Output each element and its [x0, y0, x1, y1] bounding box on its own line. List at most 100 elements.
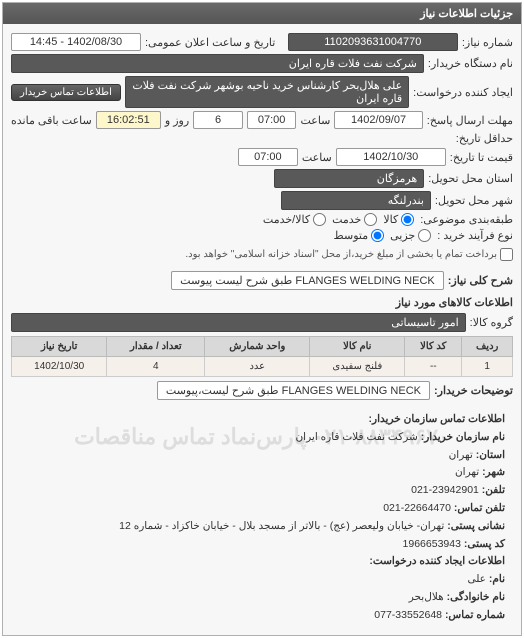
line-surname: نام خانوادگی: هلال‌بحر [19, 589, 505, 606]
line-fax: تلفن تماس: 22664470-021 [19, 500, 505, 517]
phone2-value: 33552648-077 [374, 609, 442, 621]
requester-label: ایجاد کننده درخواست: [413, 86, 513, 99]
name-label: نام: [489, 573, 505, 585]
postal-label: کد پستی: [464, 538, 505, 550]
radio-goods[interactable]: کالا [383, 213, 414, 226]
col-date: تاریخ نیاز [12, 337, 107, 357]
city-label: شهر محل تحویل: [435, 194, 513, 207]
fax-value: 22664470-021 [383, 502, 451, 514]
row-price-until: قیمت تا تاریخ: 1402/10/30 ساعت 07:00 [11, 148, 513, 166]
radio-goods-service-input[interactable] [313, 213, 326, 226]
need-desc-label: شرح کلی نیاز: [448, 274, 513, 287]
line-address: نشانی پستی: تهران- خیابان ولیعصر (عج) - … [19, 518, 505, 535]
phone2-label: شماره تماس: [445, 609, 505, 621]
requester-value: علی هلال‌بحر کارشناس خرید ناحیه بوشهر شر… [125, 76, 409, 108]
reply-time: 07:00 [247, 111, 297, 129]
address-label: نشانی پستی: [447, 520, 505, 532]
surname-value: هلال‌بحر [409, 591, 444, 603]
items-table: ردیف کد کالا نام کالا واحد شمارش تعداد /… [11, 336, 513, 377]
need-desc-value: FLANGES WELDING NECK طبق شرح لیست پیوست [171, 271, 444, 290]
radio-goods-service[interactable]: کالا/خدمت [263, 213, 326, 226]
c-city-value: تهران [455, 466, 479, 478]
price-until-time-label: ساعت [302, 151, 332, 164]
col-code: کد کالا [405, 337, 462, 357]
cell-row: 1 [462, 357, 513, 377]
contact-section-title: اطلاعات تماس سازمان خریدار: [19, 411, 505, 428]
row-need-number: شماره نیاز: 1102093631004770 تاریخ و ساع… [11, 33, 513, 51]
payment-note-check[interactable]: برداخت تمام یا بخشی از مبلغ خرید،از محل … [185, 248, 513, 261]
c-province-value: تهران [449, 449, 473, 461]
phone-label: تلفن: [482, 484, 505, 496]
announce-label: تاریخ و ساعت اعلان عمومی: [145, 36, 275, 49]
group-label: گروه کالا: [470, 316, 513, 329]
announce-value: 1402/08/30 - 14:45 [11, 33, 141, 51]
contact-info-block: اطلاعات تماس سازمان خریدار: نام سازمان خ… [11, 406, 513, 629]
buyer-org-label: نام دستگاه خریدار: [428, 57, 513, 70]
radio-medium[interactable]: متوسط [334, 229, 385, 242]
radio-medium-input[interactable] [371, 229, 384, 242]
reply-time-label: ساعت [300, 114, 330, 127]
group-value: امور تاسیساتی [11, 313, 466, 332]
req-creator-section-title: اطلاعات ایجاد کننده درخواست: [19, 553, 505, 570]
need-no-label: شماره نیاز: [462, 36, 513, 49]
row-group: گروه کالا: امور تاسیساتی [11, 313, 513, 332]
cell-code: -- [405, 357, 462, 377]
line-city: شهر: تهران [19, 464, 505, 481]
cell-date: 1402/10/30 [12, 357, 107, 377]
row-dates-label: حداقل تاریخ: [11, 132, 513, 145]
cell-qty: 4 [107, 357, 205, 377]
c-province-label: استان: [476, 449, 505, 461]
dates-label: حداقل تاریخ: [456, 132, 513, 145]
radio-service-input[interactable] [364, 213, 377, 226]
need-details-panel: جزئیات اطلاعات نیاز شماره نیاز: 11020936… [2, 2, 522, 636]
table-row: 1 -- فلنج سفیدی عدد 4 1402/10/30 [12, 357, 513, 377]
radio-partial-label: جزیی [390, 229, 415, 242]
payment-note-text: برداخت تمام یا بخشی از مبلغ خرید،از محل … [185, 249, 497, 260]
radio-partial-input[interactable] [418, 229, 431, 242]
city-value: بندرلنگه [281, 191, 431, 210]
row-classification: طبقه‌بندی موضوعی: کالا خدمت کالا/خدمت [11, 213, 513, 226]
radio-goods-service-label: کالا/خدمت [263, 213, 310, 226]
table-header-row: ردیف کد کالا نام کالا واحد شمارش تعداد /… [12, 337, 513, 357]
radio-partial[interactable]: جزیی [390, 229, 431, 242]
radio-service[interactable]: خدمت [332, 213, 377, 226]
col-unit: واحد شمارش [205, 337, 310, 357]
col-qty: تعداد / مقدار [107, 337, 205, 357]
surname-label: نام خانوادگی: [447, 591, 505, 603]
line-province: استان: تهران [19, 447, 505, 464]
fax-label: تلفن تماس: [454, 502, 505, 514]
phone-value: 23942901-021 [411, 484, 479, 496]
payment-note-checkbox[interactable] [500, 248, 513, 261]
cell-unit: عدد [205, 357, 310, 377]
buyer-desc-label: توضیحات خریدار: [434, 384, 513, 397]
reply-deadline-label: مهلت ارسال پاسخ: [427, 114, 513, 127]
radio-medium-label: متوسط [334, 229, 369, 242]
radio-service-label: خدمت [332, 213, 361, 226]
row-purchase-type: نوع فرآیند خرید : جزیی متوسط برداخت تمام… [11, 229, 513, 261]
panel-body: شماره نیاز: 1102093631004770 تاریخ و ساع… [3, 24, 521, 635]
remain-days: 6 [193, 111, 243, 129]
row-buyer-org: نام دستگاه خریدار: شرکت نفت فلات قاره ای… [11, 54, 513, 73]
radio-goods-input[interactable] [401, 213, 414, 226]
remain-days-unit: روز و [165, 114, 189, 127]
org-value: شرکت نفت فلات قاره ایران [295, 431, 417, 443]
row-city: شهر محل تحویل: بندرلنگه [11, 191, 513, 210]
radio-goods-label: کالا [383, 213, 398, 226]
price-until-date: 1402/10/30 [336, 148, 446, 166]
org-label: نام سازمان خریدار: [421, 431, 505, 443]
panel-title: جزئیات اطلاعات نیاز [3, 3, 521, 24]
class-label: طبقه‌بندی موضوعی: [420, 213, 513, 226]
buyer-contact-button[interactable]: اطلاعات تماس خریدار [11, 84, 121, 101]
buyer-desc-value: FLANGES WELDING NECK طبق شرح لیست،پیوست [157, 381, 430, 400]
purchase-type-label: نوع فرآیند خرید : [437, 229, 513, 242]
row-requester: ایجاد کننده درخواست: علی هلال‌بحر کارشنا… [11, 76, 513, 108]
line-phone2: شماره تماس: 33552648-077 [19, 607, 505, 624]
row-reply-deadline: مهلت ارسال پاسخ: 1402/09/07 ساعت 07:00 6… [11, 111, 513, 129]
line-org: نام سازمان خریدار: شرکت نفت فلات قاره ای… [19, 429, 505, 446]
need-no-value: 1102093631004770 [288, 33, 458, 51]
col-name: نام کالا [310, 337, 405, 357]
price-until-label: قیمت تا تاریخ: [450, 151, 513, 164]
line-phone: تلفن: 23942901-021 [19, 482, 505, 499]
price-until-time: 07:00 [238, 148, 298, 166]
c-city-label: شهر: [482, 466, 505, 478]
